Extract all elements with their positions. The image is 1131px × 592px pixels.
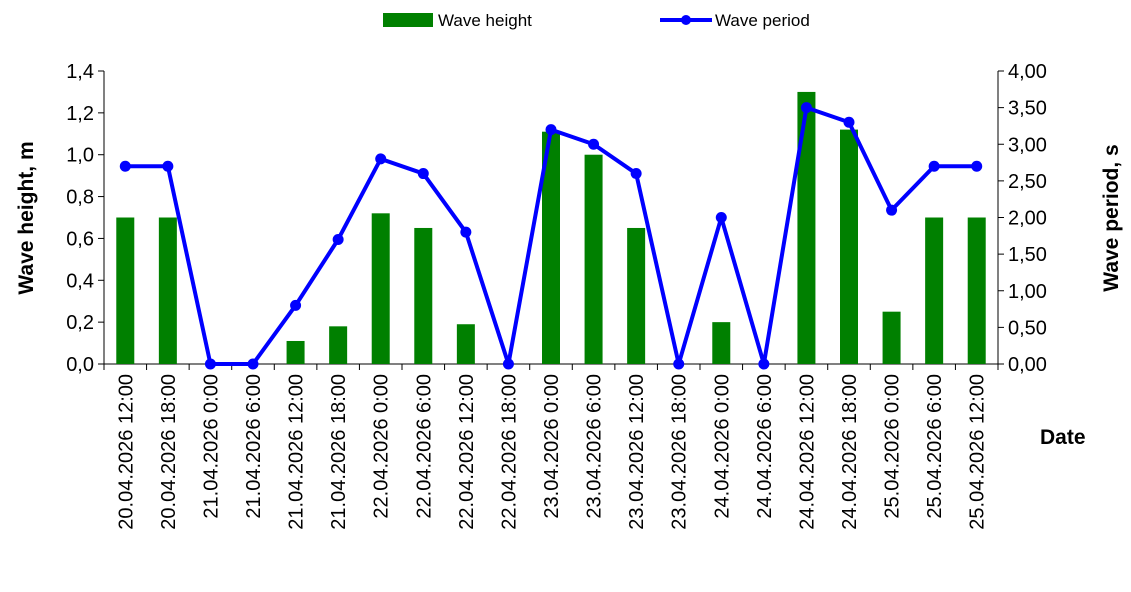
x-tick-label: 23.04.2026 0:00 [541, 374, 563, 519]
bar-wave-height [925, 217, 944, 364]
x-tick-label: 25.04.2026 6:00 [924, 374, 946, 519]
point-wave-period [502, 358, 514, 370]
point-wave-period [630, 168, 642, 180]
x-tick-label: 22.04.2026 12:00 [456, 374, 478, 530]
y-tick-label-left: 1,4 [66, 61, 94, 83]
axes: 0,0 0,2 0,4 0,6 0,8 1,0 1,2 1,4 0,00 0,50 1,00 1,50… [66, 61, 1047, 376]
point-wave-period [375, 153, 387, 165]
y-tick-label-right: 1,00 [1008, 281, 1047, 303]
bar-wave-height [882, 311, 901, 364]
x-axis-tick-labels: 20.04.2026 12:00 20.04.2026 18:00 21.04.20… [115, 374, 988, 530]
x-tick-label: 21.04.2026 18:00 [328, 374, 350, 530]
y-tick-label-left: 0,8 [66, 187, 94, 209]
bar-wave-height [627, 227, 646, 364]
y-tick-label-right: 2,00 [1008, 208, 1047, 230]
bar-wave-height [584, 154, 603, 364]
legend-swatch-wave-period-marker [681, 15, 691, 25]
x-tick-label: 22.04.2026 18:00 [498, 374, 520, 530]
x-axis-title: Date [1040, 426, 1086, 449]
x-tick-label: 23.04.2026 6:00 [584, 374, 606, 519]
x-tick-label: 25.04.2026 12:00 [967, 374, 989, 530]
point-wave-period [162, 160, 174, 172]
x-tick-label: 24.04.2026 12:00 [796, 374, 818, 530]
point-wave-period [971, 160, 983, 172]
x-tick-label: 24.04.2026 18:00 [839, 374, 861, 530]
point-wave-period [460, 226, 472, 238]
y-tick-label-left: 1,2 [66, 103, 94, 125]
point-wave-period [928, 160, 940, 172]
line-series-wave-period [119, 102, 983, 370]
point-wave-period [290, 299, 302, 311]
point-wave-period [332, 233, 344, 245]
point-wave-period [886, 204, 898, 216]
x-tick-label: 22.04.2026 6:00 [413, 374, 435, 519]
point-wave-period [417, 168, 429, 180]
bar-wave-height [840, 129, 858, 364]
point-wave-period [247, 358, 259, 370]
y-tick-label-right: 0,00 [1008, 354, 1047, 376]
bar-wave-height [329, 326, 348, 364]
y-tick-label-left: 0,6 [66, 228, 94, 250]
bar-wave-height [158, 217, 177, 364]
bar-wave-height [967, 217, 986, 364]
x-tick-label: 24.04.2026 0:00 [711, 374, 733, 519]
y-tick-label-right: 3,50 [1008, 98, 1047, 120]
bar-wave-height [456, 324, 475, 364]
bar-wave-height [712, 322, 731, 364]
bar-wave-height [414, 227, 433, 364]
point-wave-period [588, 138, 600, 150]
y-axis-title-right: Wave period, s [1100, 144, 1123, 291]
x-tick-label: 21.04.2026 6:00 [243, 374, 265, 519]
y-tick-label-right: 1,50 [1008, 244, 1047, 266]
x-tick-label: 23.04.2026 18:00 [669, 374, 691, 530]
y-tick-label-right: 0,50 [1008, 317, 1047, 339]
y-tick-label-right: 4,00 [1008, 61, 1047, 83]
point-wave-period [800, 102, 812, 114]
bar-wave-height [116, 217, 135, 364]
x-tick-label: 22.04.2026 0:00 [371, 374, 393, 519]
bar-wave-height [797, 91, 816, 364]
y-tick-label-left: 0,0 [66, 354, 94, 376]
bar-wave-height [371, 213, 390, 364]
point-wave-period [673, 358, 685, 370]
y-tick-label-left: 0,4 [66, 270, 94, 292]
legend-swatch-wave-height [383, 13, 433, 27]
y-tick-label-right: 2,50 [1008, 171, 1047, 193]
x-tick-label: 23.04.2026 12:00 [626, 374, 648, 530]
legend-label-wave-height: Wave height [438, 11, 532, 30]
point-wave-period [119, 160, 131, 172]
bar-wave-height [286, 340, 305, 364]
x-tick-label: 24.04.2026 6:00 [754, 374, 776, 519]
x-tick-label: 21.04.2026 12:00 [286, 374, 308, 530]
y-tick-label-left: 1,0 [66, 145, 94, 167]
y-tick-label-right: 3,00 [1008, 134, 1047, 156]
x-tick-label: 21.04.2026 0:00 [200, 374, 222, 519]
x-tick-label: 20.04.2026 18:00 [158, 374, 180, 530]
point-wave-period [204, 358, 216, 370]
point-wave-period [758, 358, 770, 370]
y-axis-title-left: Wave height, m [15, 141, 38, 294]
point-wave-period [545, 124, 557, 136]
legend: Wave height Wave period [383, 11, 810, 30]
bar-series-wave-height [116, 91, 986, 364]
point-wave-period [843, 116, 855, 128]
x-tick-label: 20.04.2026 12:00 [115, 374, 137, 530]
legend-label-wave-period: Wave period [715, 11, 810, 30]
point-wave-period [715, 212, 727, 223]
x-tick-label: 25.04.2026 0:00 [882, 374, 904, 519]
bar-wave-height [542, 131, 560, 364]
y-tick-label-left: 0,2 [66, 312, 94, 334]
